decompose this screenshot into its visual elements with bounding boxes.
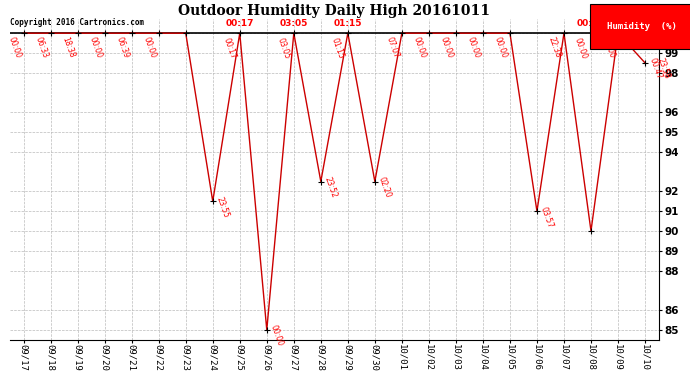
Text: 06:33: 06:33 — [33, 36, 49, 59]
Text: 00:00: 00:00 — [141, 36, 157, 59]
Text: 03:05: 03:05 — [279, 19, 308, 28]
Text: 07:07: 07:07 — [384, 36, 400, 59]
Text: 23:58: 23:58 — [656, 57, 671, 80]
Text: 00:00: 00:00 — [411, 36, 428, 59]
Text: 00:00: 00:00 — [493, 36, 509, 59]
Text: 02:20: 02:20 — [377, 176, 393, 199]
Text: 06:39: 06:39 — [115, 36, 130, 59]
Text: 23:55: 23:55 — [215, 195, 231, 219]
Text: 18:38: 18:38 — [61, 36, 77, 59]
Text: 22:38: 22:38 — [546, 36, 562, 59]
Text: 03:57: 03:57 — [539, 205, 555, 229]
Text: 01:15: 01:15 — [330, 36, 346, 60]
Text: 00:00: 00:00 — [269, 324, 285, 348]
Text: 00:00: 00:00 — [601, 36, 617, 59]
Text: 00:00: 00:00 — [6, 36, 22, 59]
Text: 23:52: 23:52 — [323, 176, 339, 199]
Text: 00:00: 00:00 — [439, 36, 455, 59]
Text: Humidity  (%): Humidity (%) — [607, 22, 677, 31]
Text: 0: 0 — [631, 21, 638, 30]
Text: 03:05: 03:05 — [276, 36, 292, 60]
Title: Outdoor Humidity Daily High 20161011: Outdoor Humidity Daily High 20161011 — [178, 4, 491, 18]
Text: Copyright 2016 Cartronics.com: Copyright 2016 Cartronics.com — [10, 18, 144, 27]
Text: 00:47: 00:47 — [647, 57, 663, 81]
Text: 00:00: 00:00 — [573, 36, 589, 60]
Text: 00:00: 00:00 — [577, 19, 605, 28]
Text: 00:17: 00:17 — [226, 19, 254, 28]
Text: 00:17: 00:17 — [221, 36, 237, 60]
Text: 00:00: 00:00 — [466, 36, 482, 59]
Text: 01:15: 01:15 — [333, 19, 362, 28]
Text: 00:00: 00:00 — [88, 36, 103, 59]
